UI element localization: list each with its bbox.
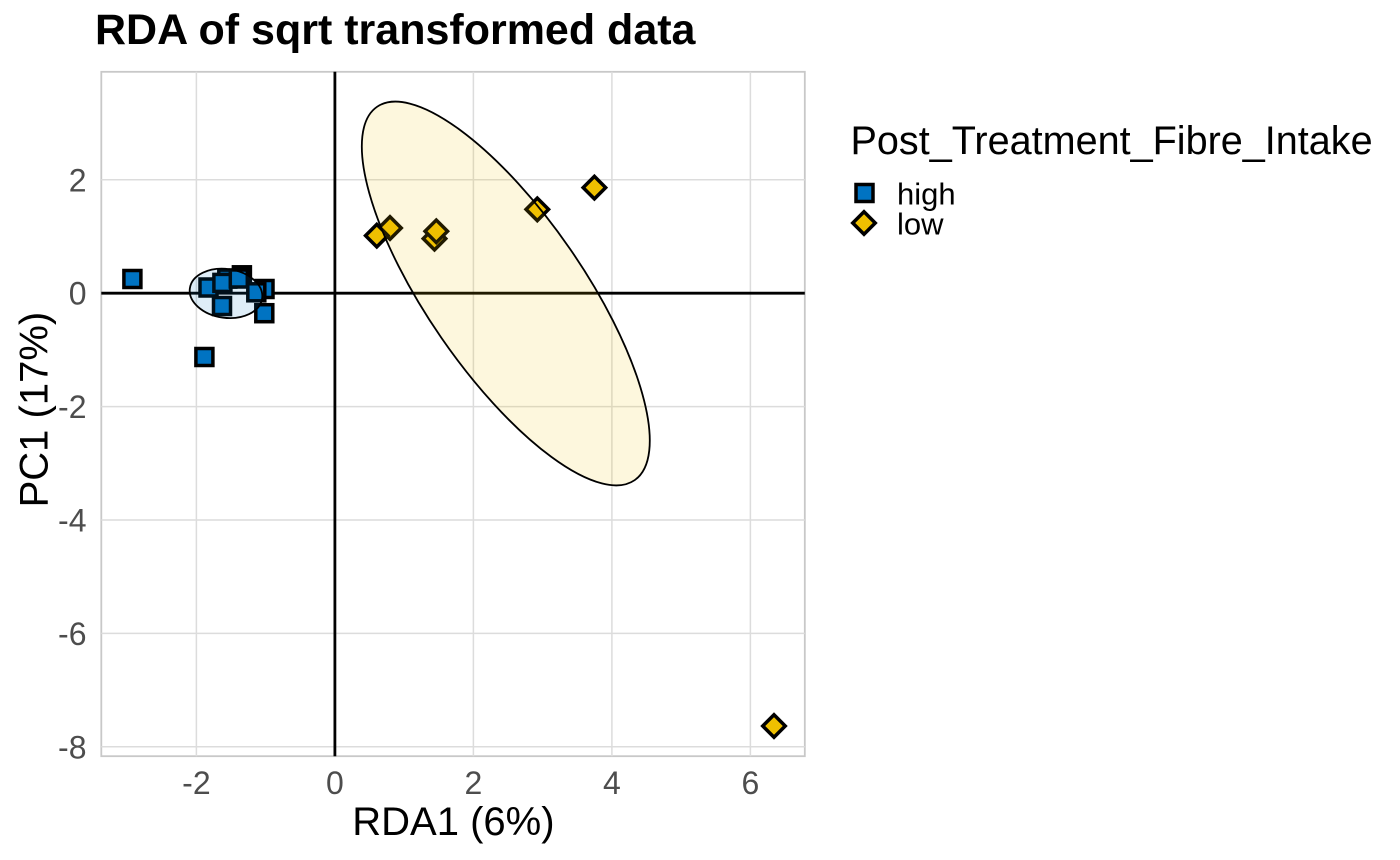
svg-text:-4: -4 — [58, 503, 86, 539]
svg-text:-2: -2 — [58, 389, 86, 425]
svg-text:Post_Treatment_Fibre_Intake: Post_Treatment_Fibre_Intake — [851, 119, 1373, 163]
svg-text:6: 6 — [742, 765, 760, 801]
svg-text:0: 0 — [69, 276, 87, 312]
svg-text:2: 2 — [465, 765, 483, 801]
svg-text:4: 4 — [603, 765, 621, 801]
svg-text:-8: -8 — [58, 729, 86, 765]
svg-text:RDA1 (6%): RDA1 (6%) — [352, 800, 554, 844]
svg-text:high: high — [897, 177, 956, 212]
svg-text:-6: -6 — [58, 616, 86, 652]
svg-text:-2: -2 — [182, 765, 210, 801]
svg-text:low: low — [897, 207, 944, 242]
svg-text:PC1 (17%): PC1 (17%) — [13, 312, 57, 508]
svg-text:RDA of sqrt transformed data: RDA of sqrt transformed data — [95, 6, 697, 54]
svg-text:2: 2 — [69, 162, 87, 198]
svg-text:0: 0 — [326, 765, 344, 801]
